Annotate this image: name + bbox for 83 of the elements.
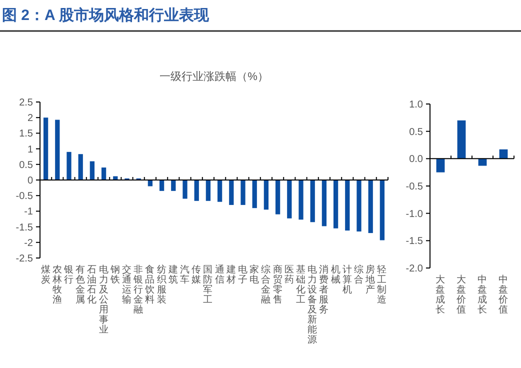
y-tick-label: -1.5 xyxy=(16,222,34,234)
y-tick-label: -0.5 xyxy=(406,182,424,192)
bar xyxy=(101,168,106,180)
bar xyxy=(478,158,487,166)
x-tick-label: 钢铁 xyxy=(109,264,120,286)
x-tick-label: 通信 xyxy=(214,264,225,286)
x-tick-label: 纺织服装 xyxy=(156,264,167,306)
y-tick-label: 1.5 xyxy=(19,128,34,140)
y-tick-label: -1.0 xyxy=(406,208,424,220)
y-tick-label: 0.5 xyxy=(19,160,34,171)
x-tick-label: 非银行金融 xyxy=(132,264,144,316)
x-tick-label: 综合 xyxy=(354,264,364,286)
x-tick-label: 大盘价值 xyxy=(456,274,466,316)
x-tick-label: 煤炭 xyxy=(40,264,51,286)
bar xyxy=(457,120,466,159)
bar xyxy=(333,180,338,228)
bar xyxy=(240,180,246,205)
x-tick-label: 电力及公用事业 xyxy=(98,264,109,336)
x-tick-label: 医药 xyxy=(284,264,294,286)
x-tick-label: 传媒 xyxy=(192,264,202,286)
y-tick-label: -2.0 xyxy=(406,264,424,274)
bar xyxy=(275,180,280,214)
x-tick-label: 交通运输 xyxy=(122,264,132,306)
x-tick-label: 石油石化 xyxy=(87,264,98,306)
x-tick-label: 国防军工 xyxy=(203,264,214,306)
bar xyxy=(194,180,199,201)
bar xyxy=(287,180,292,218)
bar xyxy=(298,180,304,220)
bar xyxy=(55,120,60,180)
bar xyxy=(368,180,373,234)
x-tick-label: 建筑 xyxy=(167,264,178,286)
x-tick-label: 银行 xyxy=(63,264,74,286)
x-tick-label: 汽车 xyxy=(180,264,190,286)
x-tick-label: 机械 xyxy=(330,264,341,286)
y-tick-label: 0 xyxy=(27,176,34,186)
y-tick-label: 0.5 xyxy=(409,126,424,138)
bar xyxy=(380,180,385,240)
x-tick-label: 电力设备及新能源 xyxy=(308,264,318,346)
bar xyxy=(322,180,327,226)
x-tick-label: 消费者服务 xyxy=(319,264,330,316)
bar xyxy=(66,152,72,180)
y-tick-label: 2.5 xyxy=(19,98,34,108)
x-tick-label: 有色金属 xyxy=(76,264,86,306)
bar xyxy=(310,180,315,222)
x-tick-label: 大盘成长 xyxy=(436,274,446,316)
y-tick-label: -1 xyxy=(24,206,34,218)
bar xyxy=(182,180,188,199)
x-tick-label: 房地产 xyxy=(364,264,376,296)
x-tick-label: 基础化工 xyxy=(295,264,306,306)
x-tick-label: 综合金融 xyxy=(261,264,272,306)
chart-subtitle: 一级行业涨跌幅（%） xyxy=(160,70,268,83)
y-tick-label: -2 xyxy=(24,238,34,249)
bar xyxy=(264,180,269,210)
bar xyxy=(252,180,257,208)
x-tick-label: 计算机 xyxy=(342,264,352,296)
bar xyxy=(43,118,48,180)
bar xyxy=(217,180,222,202)
bar xyxy=(78,154,83,180)
y-tick-label: -1.5 xyxy=(406,236,424,248)
bar xyxy=(206,180,211,201)
bar xyxy=(356,180,362,232)
y-tick-label: -2.5 xyxy=(16,254,34,264)
bar xyxy=(345,180,350,231)
x-tick-label: 轻工制造 xyxy=(377,264,388,306)
bar xyxy=(90,161,95,180)
x-tick-label: 商贸零售 xyxy=(272,264,283,306)
x-tick-label: 家电 xyxy=(250,264,260,286)
x-tick-label: 中盘成长 xyxy=(478,274,488,316)
chart-title: 图 2：A 股市场风格和行业表现 xyxy=(2,6,210,24)
x-tick-label: 建材 xyxy=(225,264,236,286)
y-tick-label: -0.5 xyxy=(16,191,34,202)
x-tick-label: 电子 xyxy=(238,264,248,286)
x-tick-label: 农林牧渔 xyxy=(51,264,62,306)
bar xyxy=(229,180,234,205)
x-tick-label: 中盘价值 xyxy=(498,274,508,316)
bar xyxy=(436,158,445,172)
bar xyxy=(159,180,164,191)
y-tick-label: 1 xyxy=(27,144,34,156)
x-tick-label: 食品饮料 xyxy=(144,264,156,306)
y-tick-label: 1.0 xyxy=(409,100,424,110)
y-tick-label: 0.0 xyxy=(409,154,424,166)
y-tick-label: 2 xyxy=(27,113,34,124)
bar xyxy=(171,180,176,191)
